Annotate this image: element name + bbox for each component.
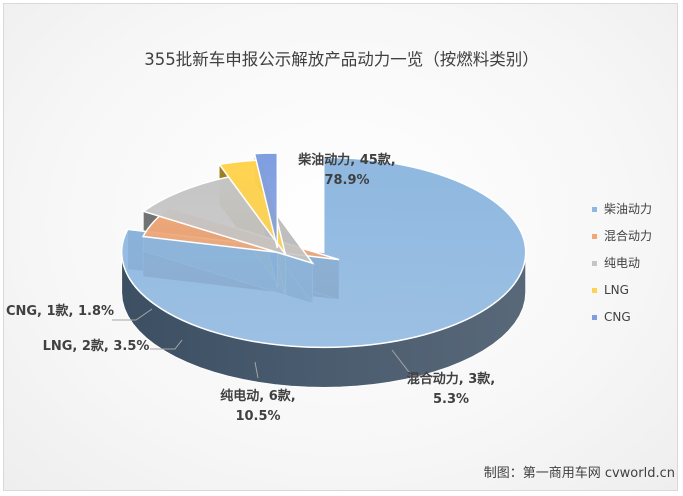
legend-swatch <box>592 315 597 320</box>
credit-text: 制图：第一商用车网 cvworld.cn <box>483 466 675 481</box>
data-label-混合动力: 混合动力, 3款, <box>407 371 495 387</box>
data-label-CNG: CNG, 1款, 1.8% <box>6 303 114 319</box>
data-label-percent-纯电动: 10.5% <box>235 409 280 424</box>
data-labels: 柴油动力, 45款, 78.9% 混合动力, 3款, 5.3% 纯电动, 6款, 10.5… <box>6 152 495 424</box>
chart-title: 355批新车申报公示解放产品动力一览（按燃料类别） <box>144 50 539 69</box>
data-label-percent-柴油动力: 78.9% <box>324 173 369 188</box>
data-label-LNG: LNG, 2款, 3.5% <box>43 338 150 354</box>
leader-line <box>150 339 183 350</box>
leader-line <box>254 361 259 379</box>
legend-label-纯电动: 纯电动 <box>604 256 640 270</box>
leader-line <box>391 349 440 377</box>
pie-slice-柴油动力 <box>120 156 527 349</box>
legend-swatch <box>592 261 597 266</box>
legend-label-混合动力: 混合动力 <box>604 228 652 243</box>
legend-label-柴油动力: 柴油动力 <box>604 202 652 216</box>
pie-slice-CNG <box>253 152 279 249</box>
data-label-percent-混合动力: 5.3% <box>433 392 469 407</box>
data-label-纯电动: 纯电动, 6款, <box>220 388 295 404</box>
data-label-柴油动力: 柴油动力, 45款, <box>297 152 396 168</box>
legend-swatch <box>592 234 597 239</box>
leader-line <box>112 308 153 321</box>
pie-top-faces <box>120 152 527 349</box>
legend-swatch <box>592 207 597 212</box>
legend-label-LNG: LNG <box>604 283 629 297</box>
legend-label-CNG: CNG <box>604 310 631 324</box>
legend-swatch <box>592 288 597 293</box>
